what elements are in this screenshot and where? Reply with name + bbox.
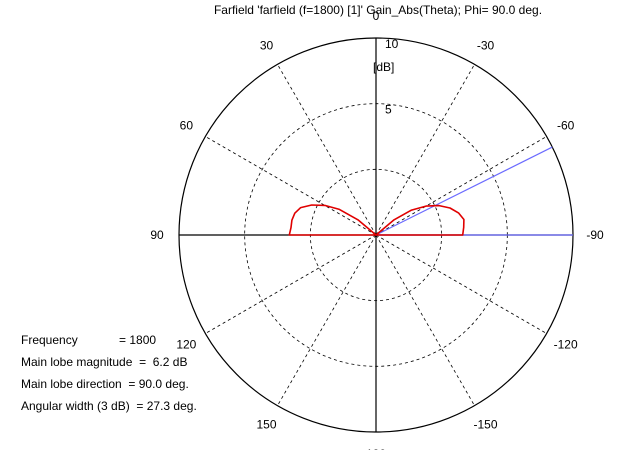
angle-label-120: 120 [176, 338, 196, 352]
blue-marker-lines [375, 146, 573, 236]
unit-label: [dB] [373, 60, 394, 74]
spoke-m120 [375, 234, 547, 334]
angle-label-60: 60 [180, 119, 194, 133]
angle-label-m30: -30 [477, 38, 495, 52]
frequency-label: Frequency [21, 333, 78, 347]
radial-label-10: 10 [385, 37, 399, 51]
angle-label-m60: -60 [557, 119, 575, 133]
angle-label-m120: -120 [554, 338, 578, 352]
frequency-value: = 1800 [119, 333, 157, 347]
info-main-lobe-magnitude: Main lobe magnitude = 6.2 dB [21, 355, 188, 369]
info-angular-width: Angular width (3 dB) = 27.3 deg. [21, 399, 197, 413]
spoke-150 [277, 234, 377, 406]
chart-title: Farfield 'farfield (f=1800) [1]' Gain_Ab… [214, 3, 542, 17]
spoke-m150 [375, 234, 475, 406]
spoke-m30 [375, 64, 475, 236]
angle-label-90: 90 [150, 228, 164, 242]
angle-label-150: 150 [256, 418, 276, 432]
info-frequency: Frequency = 1800 [21, 333, 156, 347]
spoke-30 [277, 64, 377, 236]
radial-label-5: 5 [385, 103, 392, 117]
spoke-120 [205, 234, 377, 334]
spoke-m60 [375, 136, 547, 236]
angle-label-m150: -150 [473, 418, 497, 432]
angle-label-30: 30 [260, 38, 274, 52]
series-line-0 [288, 204, 465, 236]
angle-label-0: 0 [373, 9, 380, 23]
gain-pattern-series [288, 204, 465, 236]
angle-label-180: 180 [366, 447, 386, 450]
marker-line-m63_5 [375, 146, 553, 236]
info-main-lobe-direction: Main lobe direction = 90.0 deg. [21, 377, 189, 391]
angle-label-m90: -90 [586, 228, 604, 242]
angle-tick-labels: 0 30 60 90 120 150 180 -150 -120 -90 -60 -30 10 5 [150, 9, 604, 450]
spoke-60 [205, 136, 377, 236]
